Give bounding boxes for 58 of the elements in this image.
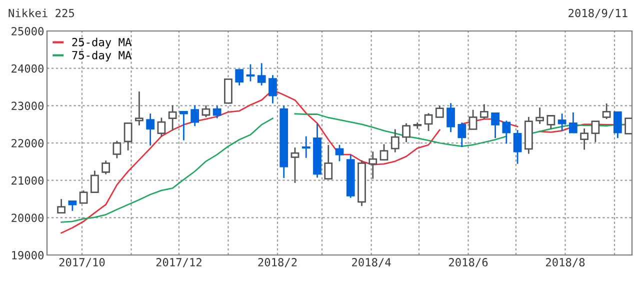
candlestick bbox=[580, 128, 588, 150]
candlestick bbox=[491, 112, 500, 138]
candlestick bbox=[446, 103, 455, 132]
text: 2018/9/11 bbox=[568, 8, 628, 18]
x-tick-label: 2018/2 bbox=[258, 258, 297, 268]
candlestick bbox=[146, 114, 155, 146]
candlestick bbox=[324, 144, 333, 180]
y-tick-label: 23000 bbox=[12, 102, 44, 110]
candlestick bbox=[268, 75, 277, 104]
candlestick bbox=[90, 170, 99, 193]
candlestick bbox=[358, 160, 366, 206]
candlestick bbox=[302, 136, 310, 158]
candlestick bbox=[280, 106, 288, 178]
candlestick bbox=[413, 122, 422, 129]
legend-label: 75-day MA bbox=[72, 50, 132, 62]
candlestick bbox=[168, 105, 177, 131]
y-tick-label: 24000 bbox=[12, 64, 44, 73]
candlestick bbox=[235, 69, 244, 86]
candlestick bbox=[313, 124, 322, 178]
candlestick bbox=[435, 106, 444, 118]
candlestick bbox=[524, 116, 533, 154]
candlestick bbox=[190, 105, 200, 126]
x-tick-label: 2017/10 bbox=[59, 258, 105, 268]
candlestick bbox=[502, 120, 511, 144]
candlestick bbox=[102, 160, 110, 174]
candlestick bbox=[368, 152, 378, 179]
candlestick bbox=[602, 103, 611, 120]
y-tick-label: 20000 bbox=[12, 214, 44, 222]
x-tick-label: 2018/8 bbox=[546, 258, 585, 268]
candlestick bbox=[480, 104, 488, 120]
candlestick bbox=[390, 129, 400, 152]
legend-label: 25-day MA bbox=[72, 38, 132, 48]
candlestick bbox=[135, 92, 144, 126]
candlestick bbox=[180, 110, 188, 140]
x-tick-label: 2018/4 bbox=[352, 258, 391, 268]
candlestick bbox=[68, 200, 77, 211]
y-tick-label: 22000 bbox=[12, 139, 44, 148]
candlestick bbox=[346, 155, 355, 198]
candlestick bbox=[546, 115, 556, 129]
x-tick-label: 2017/12 bbox=[156, 258, 202, 268]
y-tick-label: 25000 bbox=[12, 27, 44, 36]
candlestick bbox=[57, 199, 66, 214]
candlestick bbox=[224, 78, 232, 104]
candlestick bbox=[402, 123, 410, 142]
candlestick bbox=[124, 122, 132, 150]
candlestick bbox=[212, 106, 222, 118]
candlestick bbox=[614, 111, 622, 138]
candlestick bbox=[624, 118, 632, 134]
x-tick-label: 2018/6 bbox=[449, 258, 488, 268]
y-tick-label: 19000 bbox=[12, 251, 44, 260]
candlestick bbox=[536, 108, 544, 124]
candlestick bbox=[458, 122, 466, 148]
chart-title: Nikkei 225 bbox=[8, 8, 74, 18]
candlestick bbox=[257, 63, 266, 86]
candlestick bbox=[591, 120, 600, 142]
candlestick bbox=[79, 190, 88, 204]
y-tick-label: 21000 bbox=[12, 176, 44, 185]
candlestick bbox=[568, 112, 578, 134]
